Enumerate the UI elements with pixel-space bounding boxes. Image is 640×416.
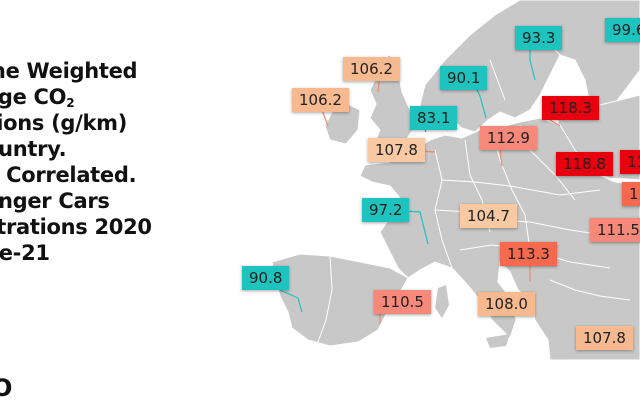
- value-label-denmark: 83.1: [410, 106, 458, 130]
- value-text-spain: 110.5: [381, 293, 424, 311]
- value-text-netherlands: 107.8: [375, 141, 418, 159]
- title-line-2: age CO2: [0, 84, 240, 110]
- value-text-norway: 93.3: [522, 29, 556, 47]
- value-label-uk: 106.2: [343, 57, 400, 81]
- value-label-france: 97.2: [362, 198, 410, 222]
- value-text-denmark: 83.1: [417, 109, 451, 127]
- land-ireland: [324, 103, 361, 145]
- value-text-italy-south: 108.0: [485, 295, 528, 313]
- value-label-greece: 107.8: [576, 326, 633, 350]
- title-line-1: me Weighted: [0, 59, 138, 83]
- value-text-lithuania: 11: [627, 153, 640, 171]
- value-text-uk: 106.2: [350, 60, 393, 78]
- title-line-2-text: age CO: [0, 85, 67, 109]
- value-text-switzerland: 104.7: [467, 207, 510, 225]
- title-line-4: ountry.: [0, 137, 67, 161]
- value-label-slovakia: 11: [622, 182, 640, 206]
- value-label-sweden: 90.1: [440, 66, 488, 90]
- value-label-hungary: 111.5: [590, 218, 640, 242]
- value-label-lithuania: 11: [620, 150, 640, 174]
- title-line-6: enger Cars: [0, 189, 110, 213]
- value-label-finland: 99.6: [605, 18, 640, 42]
- value-label-portugal: 90.8: [242, 266, 290, 290]
- title-line-7: strations 2020: [0, 215, 152, 239]
- europe-map: [230, 0, 640, 360]
- land-iberia: [271, 253, 409, 347]
- land-sicily: [486, 334, 510, 348]
- footer-logo: O: [0, 374, 13, 402]
- map-title: me Weighted age CO2 sions (g/km) ountry.…: [0, 58, 240, 266]
- land-scandinavia: [419, 0, 640, 133]
- value-text-ireland: 106.2: [299, 91, 342, 109]
- value-text-france: 97.2: [369, 201, 403, 219]
- europe-map-svg: [230, 0, 640, 360]
- value-text-slovakia: 11: [629, 185, 640, 203]
- value-text-hungary: 111.5: [597, 221, 640, 239]
- value-label-italy-south: 108.0: [478, 292, 535, 316]
- title-subscript: 2: [66, 96, 75, 110]
- value-label-germany: 112.9: [480, 126, 537, 150]
- footer: O: [0, 362, 640, 416]
- value-text-italy: 113.3: [507, 245, 550, 263]
- value-label-latvia: 118.3: [542, 96, 599, 120]
- title-line-3: sions (g/km): [0, 111, 128, 135]
- value-text-finland: 99.6: [612, 21, 640, 39]
- value-label-ireland: 106.2: [292, 88, 349, 112]
- title-line-5: C Correlated.: [0, 163, 137, 187]
- value-text-poland: 118.8: [563, 155, 606, 173]
- value-text-greece: 107.8: [583, 329, 626, 347]
- value-label-switzerland: 104.7: [460, 204, 517, 228]
- value-label-norway: 93.3: [515, 26, 563, 50]
- value-text-sweden: 90.1: [447, 69, 481, 87]
- value-label-italy: 113.3: [500, 242, 557, 266]
- land-sardinia: [435, 285, 449, 318]
- value-text-germany: 112.9: [487, 129, 530, 147]
- value-text-latvia: 118.3: [549, 99, 592, 117]
- title-line-8: pe-21: [0, 241, 50, 265]
- value-label-netherlands: 107.8: [368, 138, 425, 162]
- value-label-spain: 110.5: [374, 290, 431, 314]
- value-label-poland: 118.8: [556, 152, 613, 176]
- value-text-portugal: 90.8: [249, 269, 283, 287]
